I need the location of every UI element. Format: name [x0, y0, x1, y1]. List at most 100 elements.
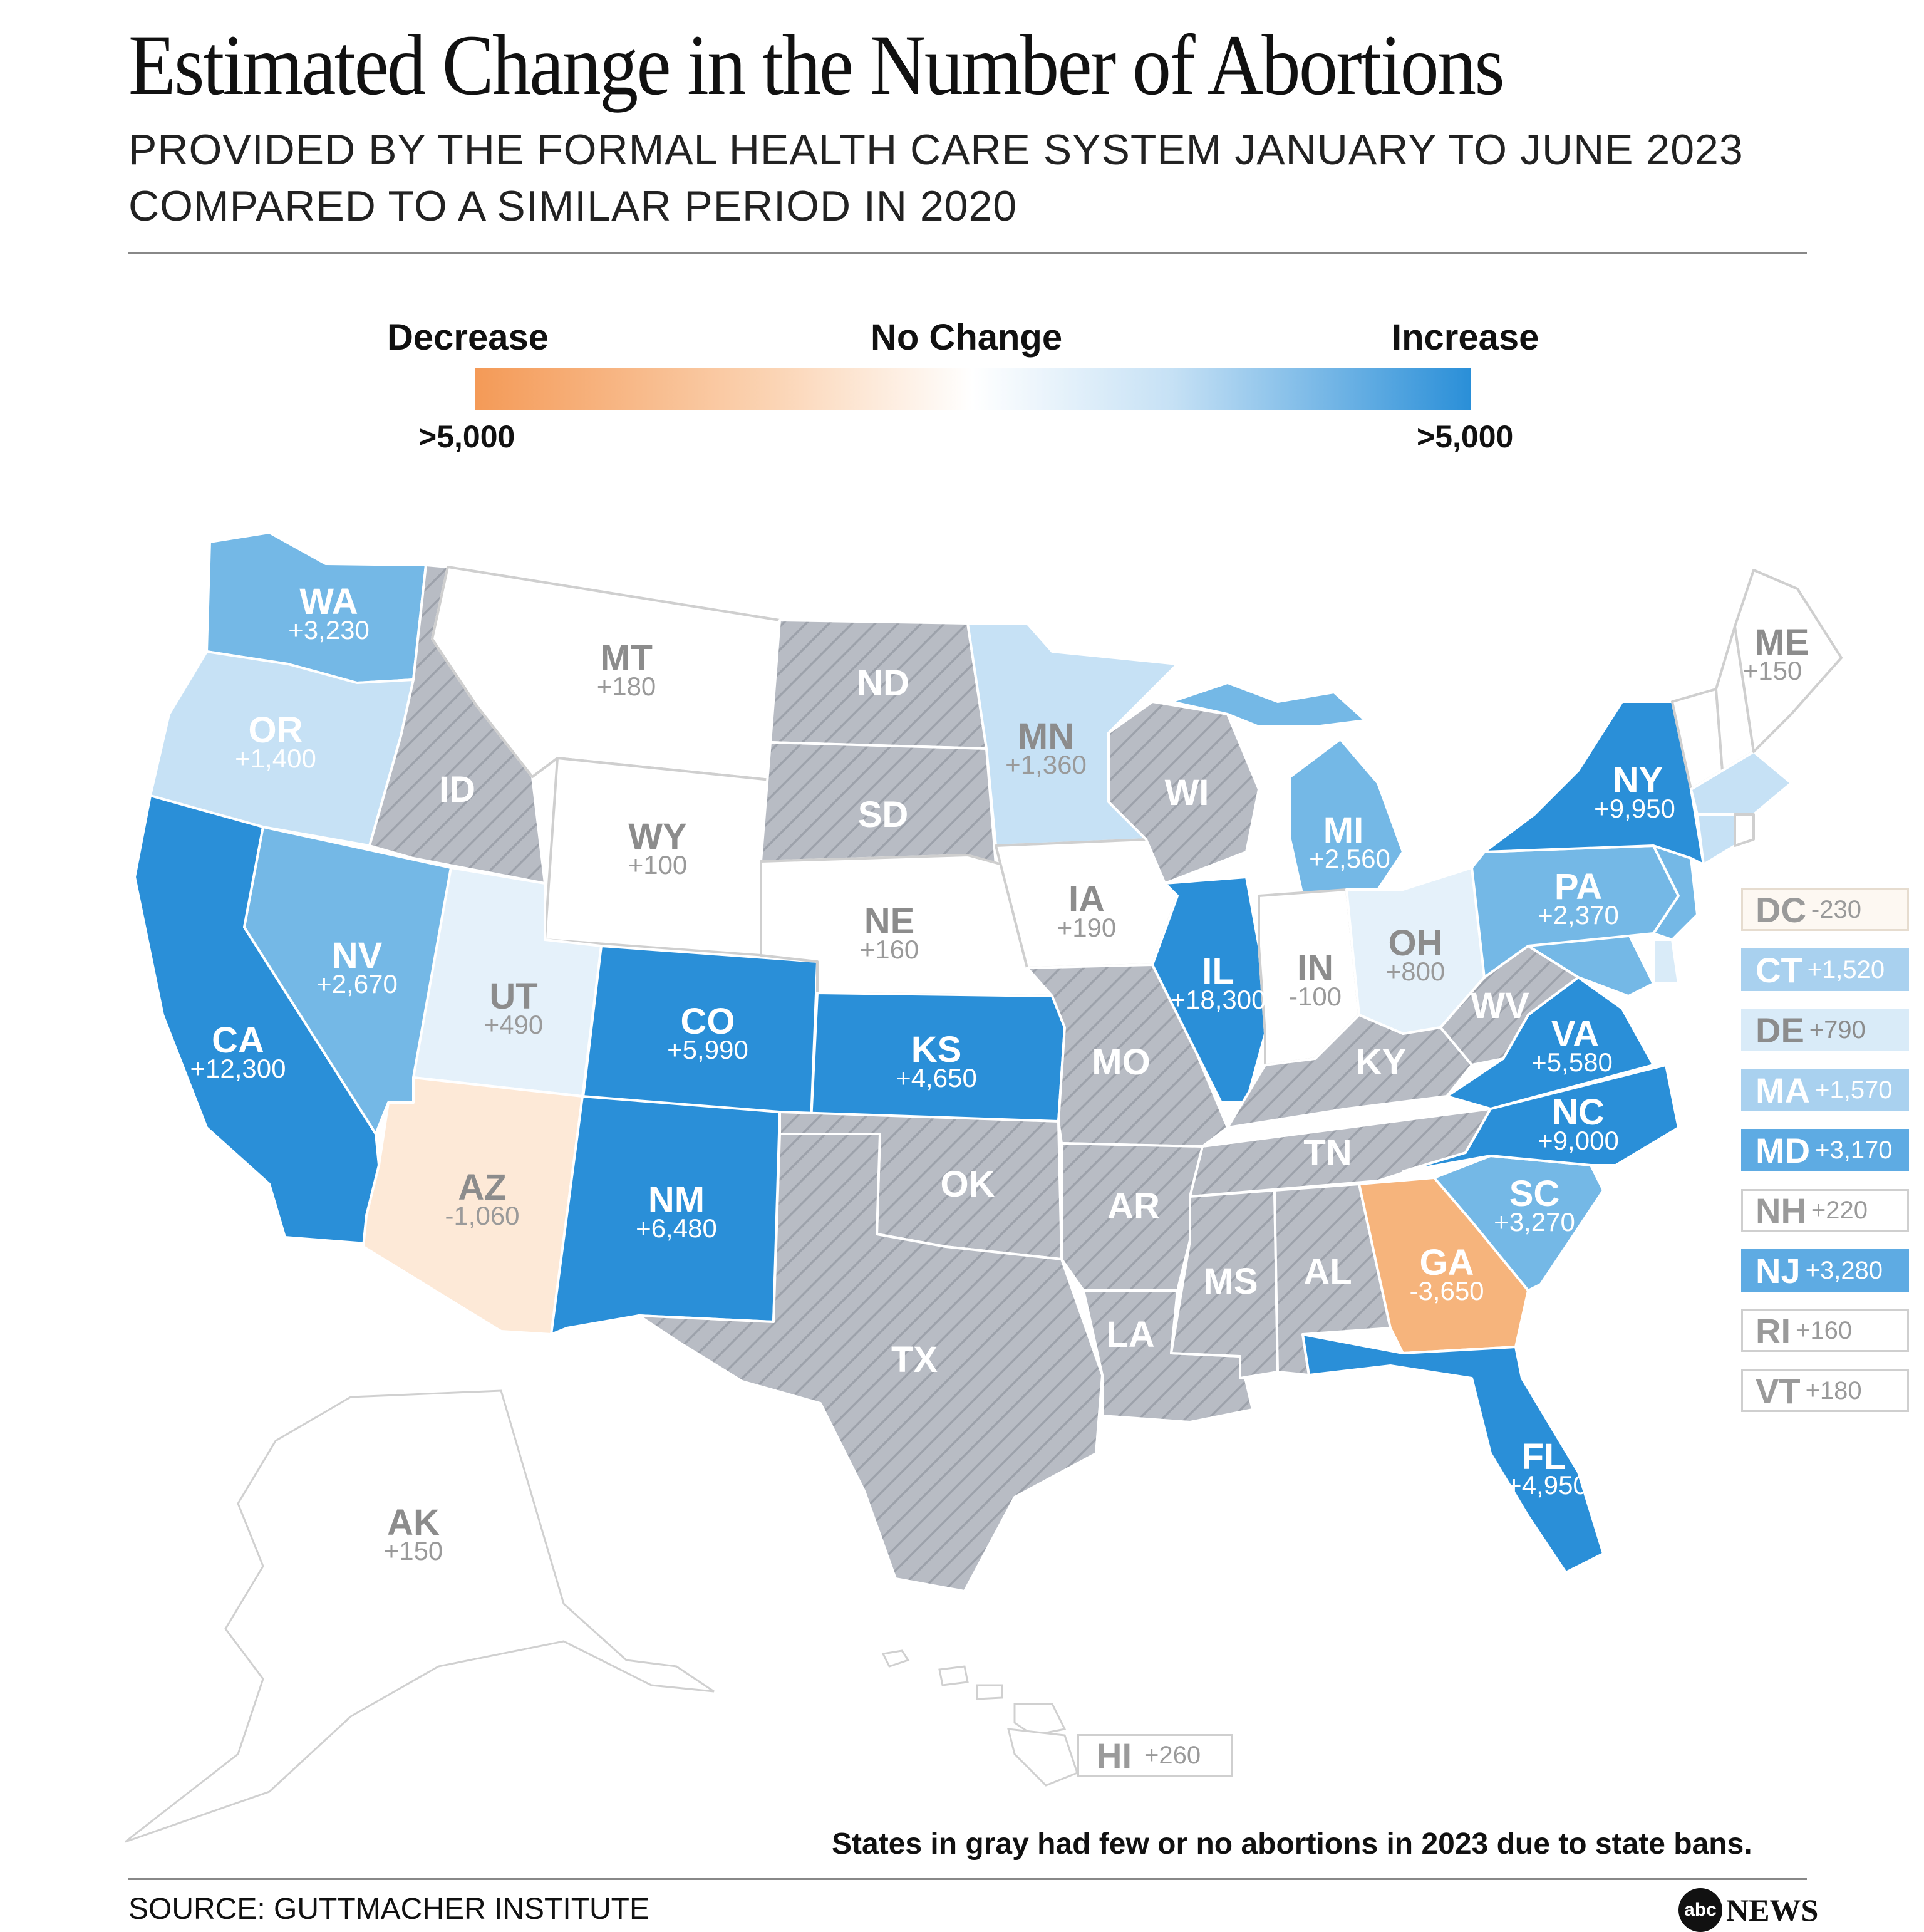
value-ca: +12,300: [190, 1054, 286, 1083]
subtitle-line-1: PROVIDED BY THE FORMAL HEALTH CARE SYSTE…: [128, 126, 1744, 174]
label-id: ID: [439, 769, 475, 810]
state-la[interactable]: [1082, 1289, 1254, 1423]
label-tn: TN: [1303, 1133, 1352, 1173]
state-mi-upper[interactable]: [1170, 682, 1367, 728]
state-ct[interactable]: [1696, 813, 1736, 866]
value-sc: +3,270: [1494, 1207, 1575, 1237]
label-nv: NV: [332, 935, 383, 976]
small-state-box-nh: NH +220: [1741, 1189, 1909, 1232]
small-state-abbr: VT: [1756, 1371, 1801, 1411]
label-mt: MT: [600, 638, 653, 678]
small-state-value: +790: [1809, 1015, 1866, 1044]
value-or: +1,400: [235, 744, 316, 773]
value-va: +5,580: [1531, 1047, 1613, 1077]
label-pa: PA: [1554, 866, 1602, 907]
label-ca: CA: [212, 1020, 264, 1061]
label-mn: MN: [1018, 716, 1074, 757]
label-ok: OK: [941, 1164, 995, 1205]
small-state-box-nj: NJ +3,280: [1741, 1249, 1909, 1292]
state-wi[interactable]: [1107, 700, 1260, 885]
label-la: LA: [1106, 1314, 1154, 1355]
state-ak[interactable]: [125, 1389, 715, 1843]
small-state-abbr: CT: [1756, 950, 1802, 990]
abc-news-logo: abc NEWS: [1678, 1888, 1818, 1932]
hawaii-value: +260: [1144, 1741, 1201, 1769]
legend-decrease-label: Decrease: [387, 317, 549, 358]
small-state-abbr: RI: [1756, 1311, 1791, 1351]
small-state-abbr: NJ: [1756, 1250, 1801, 1291]
hawaii-abbr: HI: [1097, 1735, 1132, 1775]
value-az: -1,060: [445, 1201, 519, 1230]
value-me: +150: [1743, 656, 1802, 685]
small-state-value: +3,170: [1815, 1136, 1893, 1164]
value-ks: +4,650: [896, 1063, 977, 1093]
label-nm: NM: [648, 1180, 705, 1220]
small-state-value: +180: [1805, 1376, 1862, 1405]
state-labels: WA +3,230 OR +1,400 CA +12,300 NV +2,670…: [190, 581, 1809, 1566]
small-state-value: +1,520: [1807, 955, 1885, 984]
state-de[interactable]: [1652, 938, 1680, 985]
label-il: IL: [1202, 951, 1234, 992]
label-nc: NC: [1552, 1092, 1605, 1133]
small-state-value: +220: [1811, 1196, 1868, 1224]
value-mt: +180: [597, 672, 656, 701]
abc-logo-circle: abc: [1678, 1888, 1722, 1932]
label-fl: FL: [1522, 1436, 1566, 1477]
state-tx[interactable]: [638, 1133, 1104, 1592]
state-il[interactable]: [1151, 876, 1266, 1104]
value-wy: +100: [628, 850, 688, 880]
state-ri[interactable]: [1734, 813, 1755, 847]
value-co: +5,990: [667, 1035, 748, 1064]
label-ks: KS: [911, 1029, 962, 1070]
state-fl[interactable]: [1301, 1333, 1605, 1574]
label-ny: NY: [1613, 760, 1663, 801]
small-state-abbr: NH: [1756, 1190, 1806, 1230]
page-title: Estimated Change in the Number of Aborti…: [128, 17, 1505, 113]
small-state-value: +160: [1796, 1316, 1853, 1344]
small-state-box-vt: VT +180: [1741, 1369, 1909, 1412]
label-or: OR: [249, 710, 303, 750]
label-oh: OH: [1389, 923, 1443, 963]
label-wi: WI: [1165, 772, 1209, 813]
value-ia: +190: [1057, 913, 1117, 942]
footnote: States in gray had few or no abortions i…: [832, 1827, 1752, 1861]
label-ar: AR: [1107, 1186, 1160, 1227]
subtitle-line-2: COMPARED TO A SIMILAR PERIOD IN 2020: [128, 182, 1018, 230]
top-divider: [128, 252, 1807, 254]
label-al: AL: [1303, 1252, 1352, 1292]
hawaii-box: HI +260: [1077, 1734, 1233, 1777]
state-nc[interactable]: [1402, 1064, 1680, 1173]
label-ms: MS: [1204, 1261, 1258, 1302]
label-co: CO: [681, 1001, 735, 1042]
legend-no-change-label: No Change: [871, 317, 1063, 358]
label-me: ME: [1755, 622, 1809, 663]
value-nv: +2,670: [316, 969, 398, 999]
value-ga: -3,650: [1409, 1276, 1484, 1306]
state-ky[interactable]: [1226, 1014, 1473, 1129]
legend-min-label: >5,000: [418, 419, 515, 454]
small-state-abbr: DC: [1756, 890, 1806, 930]
state-ny[interactable]: [1483, 700, 1705, 866]
value-ut: +490: [484, 1010, 544, 1039]
label-mi: MI: [1323, 810, 1363, 851]
state-mi[interactable]: [1289, 738, 1404, 897]
label-nd: ND: [857, 663, 909, 704]
legend-increase-label: Increase: [1392, 317, 1539, 358]
small-state-box-ri: RI +160: [1741, 1309, 1909, 1352]
value-nc: +9,000: [1538, 1126, 1619, 1155]
label-mo: MO: [1092, 1042, 1150, 1083]
small-state-abbr: MD: [1756, 1130, 1811, 1170]
value-oh: +800: [1386, 957, 1446, 986]
small-state-box-dc: DC -230: [1741, 888, 1909, 931]
state-me[interactable]: [1734, 569, 1843, 753]
small-state-box-ct: CT +1,520: [1741, 948, 1909, 991]
label-wv: WV: [1471, 985, 1529, 1026]
value-mi: +2,560: [1309, 844, 1390, 873]
label-wy: WY: [628, 816, 686, 857]
small-state-value: +1,570: [1815, 1076, 1893, 1104]
bottom-divider: [128, 1878, 1807, 1880]
source-credit: SOURCE: GUTTMACHER INSTITUTE: [128, 1893, 650, 1926]
label-ky: KY: [1356, 1042, 1407, 1083]
small-state-box-de: DE +790: [1741, 1009, 1909, 1051]
